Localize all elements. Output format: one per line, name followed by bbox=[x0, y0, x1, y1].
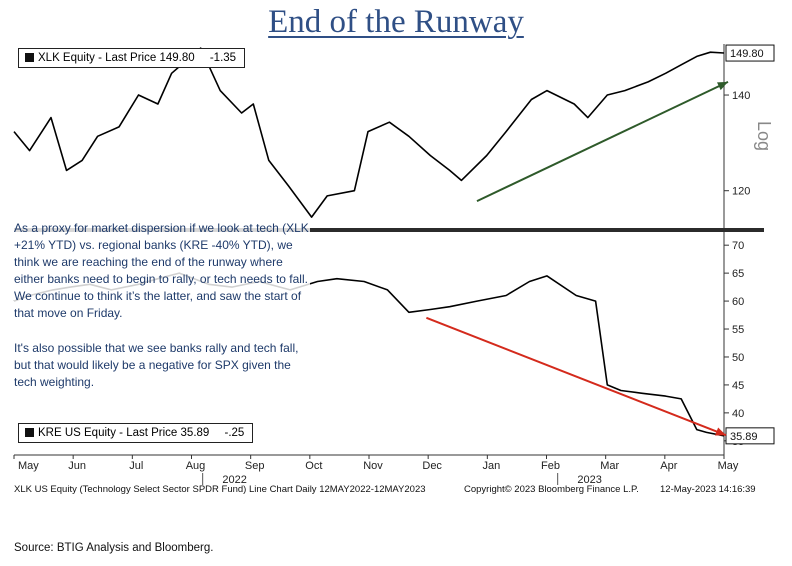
x-year-label: 2023 bbox=[577, 474, 601, 486]
footer-left: XLK US Equity (Technology Select Sector … bbox=[14, 484, 426, 495]
kre-y-tick-label: 45 bbox=[732, 380, 744, 392]
xlk-trend-arrow bbox=[476, 80, 729, 203]
xlk-last-value-label: 149.80 bbox=[730, 48, 764, 60]
note-paragraph-2: It's also possible that we see banks ral… bbox=[14, 340, 310, 391]
x-tick-label: Oct bbox=[305, 460, 322, 472]
x-tick-label: Aug bbox=[186, 460, 206, 472]
x-tick-label: Apr bbox=[660, 460, 677, 472]
kre-trend-arrow-head bbox=[715, 427, 726, 436]
x-year-label: 2022 bbox=[222, 474, 246, 486]
log-scale-label: Log bbox=[754, 121, 774, 151]
x-tick-label: Nov bbox=[363, 460, 383, 472]
panel-divider bbox=[14, 228, 764, 232]
source-note: Source: BTIG Analysis and Bloomberg. bbox=[14, 542, 214, 554]
footer-copyright: Copyright© 2023 Bloomberg Finance L.P. bbox=[464, 484, 639, 495]
note-paragraph-1: As a proxy for market dispersion if we l… bbox=[14, 220, 310, 322]
kre-y-tick-label: 50 bbox=[732, 352, 744, 364]
kre-y-tick-label: 70 bbox=[732, 240, 744, 252]
xlk-y-tick-label: 120 bbox=[732, 186, 750, 198]
x-tick-label: Jun bbox=[68, 460, 86, 472]
x-tick-label: Mar bbox=[600, 460, 619, 472]
xlk-legend: XLK Equity - Last Price 149.80 -1.35 bbox=[18, 48, 246, 68]
page-title: End of the Runway bbox=[268, 4, 524, 40]
kre-y-tick-label: 65 bbox=[732, 268, 744, 280]
kre-y-tick-label: 55 bbox=[732, 324, 744, 336]
kre-last-value-label: 35.89 bbox=[730, 431, 758, 443]
x-tick-label: Dec bbox=[422, 460, 442, 472]
xlk-trend-arrow-head bbox=[717, 81, 728, 91]
xlk-price-line bbox=[13, 47, 725, 218]
footer-timestamp: 12-May-2023 14:16:39 bbox=[660, 484, 756, 495]
kre-change: -.25 bbox=[224, 427, 245, 439]
xlk-last-price: 149.80 bbox=[159, 52, 195, 64]
xlk-change: -1.35 bbox=[209, 52, 237, 64]
legend-swatch bbox=[25, 428, 34, 437]
kre-y-tick-label: 40 bbox=[732, 408, 744, 420]
kre-y-tick-label: 60 bbox=[732, 296, 744, 308]
x-tick-label: May bbox=[18, 460, 39, 472]
kre-last-price: 35.89 bbox=[180, 427, 210, 439]
legend-swatch bbox=[25, 53, 34, 62]
xlk-last-value-tag bbox=[725, 44, 775, 62]
x-tick-label: Jul bbox=[129, 460, 143, 472]
x-tick-label: Jan bbox=[482, 460, 500, 472]
x-tick-label: May bbox=[718, 460, 739, 472]
kre-trend-arrow bbox=[426, 316, 727, 437]
kre-last-value-tag bbox=[725, 427, 775, 445]
kre-legend: KRE US Equity - Last Price 35.89 -.25 bbox=[18, 423, 254, 443]
kre-legend-label: KRE US Equity - Last Price bbox=[38, 427, 178, 439]
xlk-legend-label: XLK Equity - Last Price bbox=[38, 52, 157, 64]
xlk-y-tick-label: 140 bbox=[732, 90, 750, 102]
x-tick-label: Sep bbox=[245, 460, 265, 472]
x-tick-label: Feb bbox=[541, 460, 560, 472]
